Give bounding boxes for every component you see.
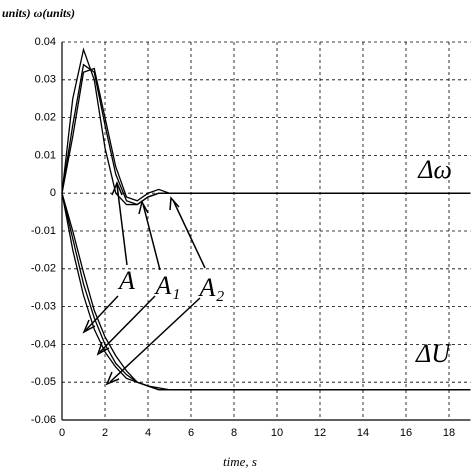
annotation: A₂: [198, 273, 225, 302]
annotation: A₁: [154, 271, 181, 300]
y-tick-label: 0.01: [35, 149, 56, 161]
y-tick-label: -0.04: [31, 338, 56, 350]
y-tick-label: -0.01: [31, 225, 56, 237]
x-tick-label: 14: [357, 427, 369, 439]
y-tick-label: -0.03: [31, 301, 56, 313]
x-tick-label: 12: [314, 427, 326, 439]
arrows: [82, 181, 206, 386]
x-tick-label: 8: [231, 427, 237, 439]
x-axis-label: time, s: [223, 454, 257, 469]
x-tick-label: 10: [271, 427, 283, 439]
data-line: [61, 47, 471, 206]
y-axis-label: units) ω(units): [2, 6, 75, 20]
y-tick-label: -0.06: [31, 414, 56, 426]
y-tick-label: 0.02: [35, 112, 56, 124]
x-tick-label: 4: [145, 427, 151, 439]
y-tick-label: -0.05: [31, 376, 56, 388]
x-tick-label: 2: [102, 427, 108, 439]
x-tick-label: 18: [443, 427, 455, 439]
y-tick-label: -0.02: [31, 263, 56, 275]
x-tick-label: 0: [59, 427, 65, 439]
y-tick-label: 0.03: [35, 74, 56, 86]
data-line: [61, 63, 471, 206]
data-line: [61, 67, 471, 202]
y-tick-label: 0: [50, 187, 56, 199]
annotation: ΔU: [415, 339, 452, 368]
annotation: Δω: [417, 155, 452, 184]
annotation: A: [117, 266, 135, 295]
x-tick-label: 6: [188, 427, 194, 439]
y-tick-label: 0.04: [35, 36, 56, 48]
x-tick-label: 16: [400, 427, 412, 439]
data-line: [61, 193, 471, 391]
